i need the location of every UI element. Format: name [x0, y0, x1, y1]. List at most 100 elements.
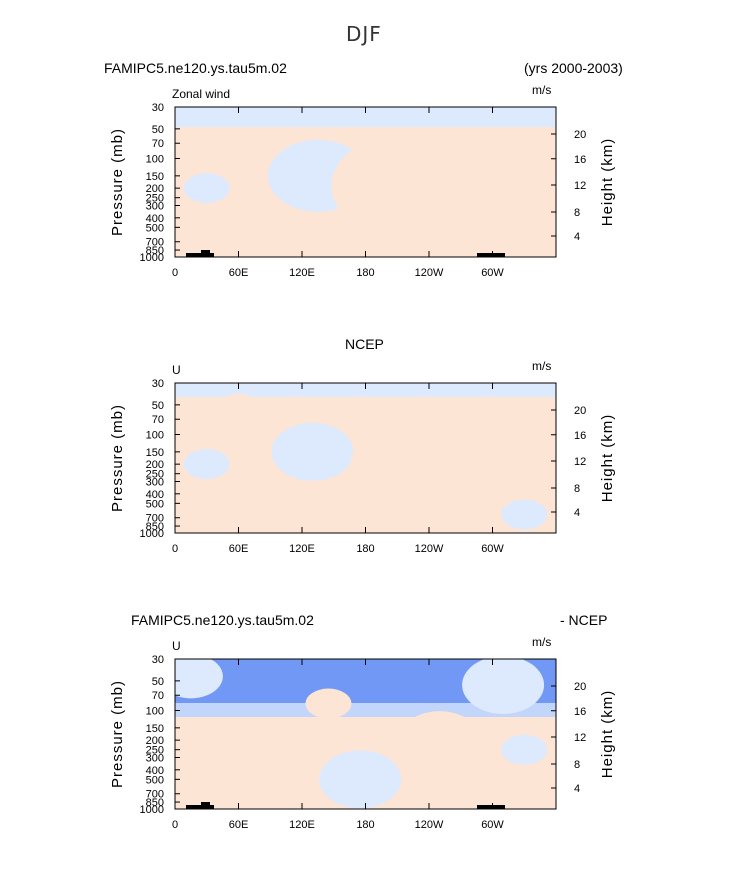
- y-tick-label: 30: [152, 102, 164, 114]
- y-tick-label: 150: [146, 723, 164, 735]
- y-tick-label: 250: [146, 193, 164, 205]
- height-tick-label: 20: [574, 129, 586, 141]
- x-tick-label: 180: [356, 819, 374, 828]
- contour-blob-1-level-1: [350, 428, 451, 501]
- variable-label: U: [172, 363, 181, 377]
- contour-blob-6-level-1: [175, 659, 223, 699]
- height-tick-label: 16: [574, 430, 586, 442]
- contour-blob-3-level-1: [183, 449, 230, 480]
- y-tick-label: 400: [146, 489, 164, 501]
- y-tick-label: 250: [146, 745, 164, 757]
- contour-blob-5-level-1: [406, 220, 452, 251]
- x-tick-label: 120W: [415, 267, 444, 276]
- y-axis-label: Pressure (mb): [109, 680, 126, 788]
- y-tick-label: 100: [146, 430, 164, 442]
- contour-blob-5-level-1: [501, 499, 548, 530]
- y-tick-label: 700: [146, 789, 164, 801]
- y-tick-label: 400: [146, 765, 164, 777]
- y-tick-label: 70: [152, 414, 164, 426]
- x-tick-label: 60E: [229, 819, 249, 828]
- contour-blob-2-level-1: [447, 428, 548, 501]
- height-axis-label: Height (km): [599, 690, 616, 779]
- height-tick-label: 4: [574, 783, 580, 795]
- height-tick-label: 20: [574, 681, 586, 693]
- x-tick-label: 60E: [229, 267, 249, 276]
- units-label: m/s: [532, 83, 552, 97]
- y-tick-label: 300: [146, 476, 164, 488]
- x-tick-label: 120E: [289, 543, 315, 552]
- x-tick-label: 60W: [481, 543, 504, 552]
- variable-label: Zonal wind: [172, 87, 231, 101]
- panel-title-right: - NCEP: [560, 612, 608, 628]
- height-tick-label: 12: [574, 180, 586, 192]
- y-tick-label: 70: [152, 690, 164, 702]
- height-tick-label: 4: [574, 507, 580, 519]
- height-tick-label: 12: [574, 456, 586, 468]
- x-tick-label: 120E: [289, 819, 315, 828]
- y-tick-label: 850: [146, 797, 164, 809]
- y-tick-label: 1000: [140, 252, 164, 264]
- height-tick-label: 20: [574, 405, 586, 417]
- y-tick-label: 1000: [140, 804, 164, 816]
- y-tick-label: 1000: [140, 528, 164, 540]
- y-axis-label: Pressure (mb): [109, 128, 126, 236]
- y-tick-label: 50: [152, 124, 164, 136]
- y-axis-label: Pressure (mb): [109, 404, 126, 512]
- x-tick-label: 60W: [481, 267, 504, 276]
- height-tick-label: 8: [574, 207, 580, 219]
- panel-title-left: FAMIPC5.ne120.ys.tau5m.02: [131, 612, 314, 628]
- units-label: m/s: [532, 635, 552, 649]
- y-tick-label: 850: [146, 245, 164, 257]
- x-tick-label: 0: [172, 819, 178, 828]
- height-axis-label: Height (km): [599, 138, 616, 227]
- y-tick-label: 700: [146, 513, 164, 525]
- y-tick-label: 150: [146, 447, 164, 459]
- x-tick-label: 120W: [415, 543, 444, 552]
- x-tick-label: 180: [356, 267, 374, 276]
- x-tick-label: 60E: [229, 543, 249, 552]
- contour-blob-5-level-1: [501, 734, 548, 765]
- x-tick-label: 180: [356, 543, 374, 552]
- y-tick-label: 300: [146, 752, 164, 764]
- contour-blob-4-level-1: [236, 226, 283, 257]
- variable-label: U: [172, 639, 181, 653]
- y-tick-label: 100: [146, 154, 164, 166]
- contour-blob-3-level-1: [183, 173, 230, 204]
- y-tick-label: 100: [146, 706, 164, 718]
- contour-blob-1-level-1: [331, 135, 468, 236]
- contour-blob-0-level-1: [190, 722, 255, 767]
- height-tick-label: 4: [574, 231, 580, 243]
- panel-title-right: (yrs 2000-2003): [524, 60, 623, 76]
- contour-blob-4-level-1: [215, 393, 262, 424]
- y-tick-label: 500: [146, 498, 164, 510]
- x-tick-label: 0: [172, 543, 178, 552]
- y-tick-label: 200: [146, 183, 164, 195]
- height-tick-label: 16: [574, 706, 586, 718]
- x-tick-label: 120W: [415, 819, 444, 828]
- contour-blob-4-level-1: [305, 688, 352, 719]
- chart-svg-2: 0 60E 120E 180 120W 60W3050701001502002503004…: [109, 378, 616, 552]
- y-tick-label: 200: [146, 459, 164, 471]
- figure-title: DJF: [346, 22, 382, 46]
- panel-title-center: NCEP: [345, 336, 384, 352]
- contour-blob-1-level-1: [398, 711, 481, 770]
- contour-blob-2-level-1: [433, 142, 552, 229]
- x-tick-label: 0: [172, 267, 178, 276]
- x-tick-label: 120E: [289, 267, 315, 276]
- y-tick-label: 850: [146, 521, 164, 533]
- panel-title-left: FAMIPC5.ne120.ys.tau5m.02: [104, 60, 287, 76]
- y-tick-label: 300: [146, 200, 164, 212]
- contour-blob-0-level-1: [271, 422, 354, 481]
- y-tick-label: 50: [152, 400, 164, 412]
- units-label: m/s: [532, 359, 552, 373]
- height-tick-label: 8: [574, 759, 580, 771]
- x-tick-label: 60W: [481, 819, 504, 828]
- y-tick-label: 250: [146, 469, 164, 481]
- height-tick-label: 16: [574, 154, 586, 166]
- y-tick-label: 700: [146, 237, 164, 249]
- y-tick-label: 400: [146, 213, 164, 225]
- contour-blob-2-level-1: [319, 750, 402, 809]
- y-tick-label: 150: [146, 171, 164, 183]
